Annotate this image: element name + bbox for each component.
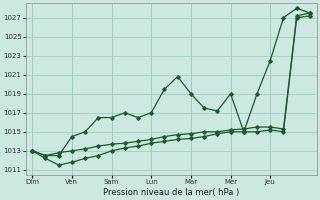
X-axis label: Pression niveau de la mer( hPa ): Pression niveau de la mer( hPa ) bbox=[103, 188, 239, 197]
